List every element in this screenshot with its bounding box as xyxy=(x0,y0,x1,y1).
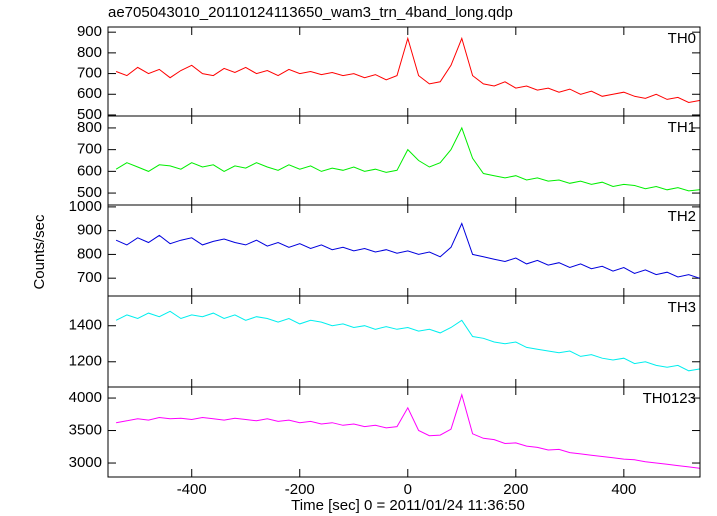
y-tick-label: 1000 xyxy=(69,198,102,215)
x-axis-label: Time [sec] 0 = 2011/01/24 11:36:50 xyxy=(291,497,525,514)
y-tick-label: 800 xyxy=(77,44,102,61)
y-tick-label: 700 xyxy=(77,269,102,286)
panel-label: TH0 xyxy=(668,30,696,47)
y-tick-label: 500 xyxy=(77,106,102,123)
panel-label: TH0123 xyxy=(643,390,696,407)
x-tick-label: -400 xyxy=(177,481,207,498)
panel-frame xyxy=(107,26,701,117)
y-tick-label: 3000 xyxy=(69,454,102,471)
panel-frame xyxy=(107,115,701,206)
y-tick-label: 700 xyxy=(77,141,102,158)
y-tick-label: 500 xyxy=(77,184,102,201)
x-tick-label: 0 xyxy=(404,481,412,498)
panel-frame xyxy=(107,295,701,388)
y-axis-label: Counts/sec xyxy=(31,214,48,290)
panel-label: TH3 xyxy=(668,299,696,316)
y-tick-label: 800 xyxy=(77,245,102,262)
x-tick-label: 200 xyxy=(503,481,528,498)
x-tick-label: 400 xyxy=(611,481,636,498)
panel-label: TH1 xyxy=(668,119,696,136)
series-line xyxy=(115,310,700,372)
series-line xyxy=(115,36,700,104)
y-tick-label: 900 xyxy=(77,23,102,40)
chart-title: ae705043010_20110124113650_wam3_trn_4ban… xyxy=(108,4,513,21)
y-tick-label: 600 xyxy=(77,162,102,179)
series-line xyxy=(116,393,700,469)
y-tick-label: 900 xyxy=(77,222,102,239)
y-tick-label: 600 xyxy=(77,85,102,102)
panel-frame xyxy=(107,204,701,297)
y-tick-label: 1200 xyxy=(69,353,102,370)
y-tick-label: 800 xyxy=(77,119,102,136)
x-tick-label: -200 xyxy=(285,481,315,498)
series-line xyxy=(115,222,700,279)
y-tick-label: 1400 xyxy=(69,317,102,334)
y-tick-label: 3500 xyxy=(69,422,102,439)
y-tick-label: 4000 xyxy=(69,389,102,406)
panel-frame xyxy=(107,386,701,478)
panel-label: TH2 xyxy=(668,208,696,225)
series-line xyxy=(115,126,700,192)
y-tick-label: 700 xyxy=(77,65,102,82)
